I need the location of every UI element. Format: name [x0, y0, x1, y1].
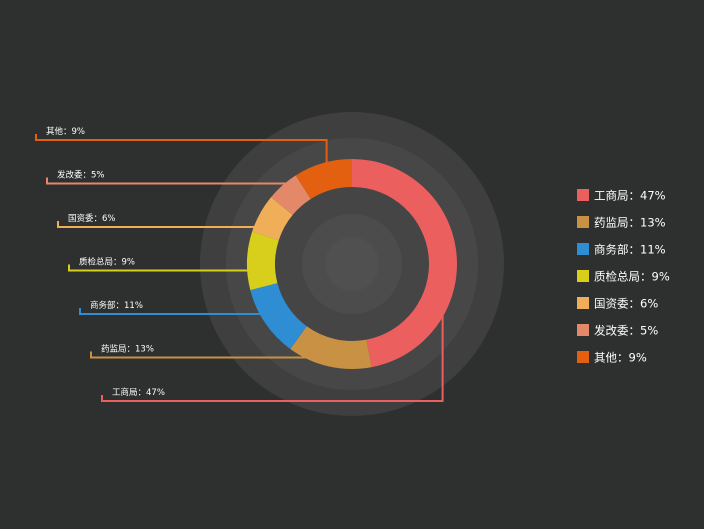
legend-swatch-6 — [577, 324, 589, 336]
center-core — [325, 237, 379, 291]
legend-label-6: 发改委：5% — [594, 324, 658, 338]
slice-5 — [252, 197, 293, 241]
callout-label-1: 工商局：47% — [112, 387, 165, 398]
leader-line-1 — [101, 255, 444, 402]
legend-swatch-7 — [577, 351, 589, 363]
background-rings — [200, 112, 504, 416]
leader-line-2 — [90, 351, 334, 359]
leader-line-6 — [46, 177, 293, 196]
legend-swatch-1 — [577, 189, 589, 201]
legend-label-5: 国资委：6% — [594, 297, 658, 311]
leader-line-5 — [57, 220, 274, 228]
callout-label-7: 其他：9% — [46, 126, 85, 137]
legend-swatch-2 — [577, 216, 589, 228]
legend: 工商局：47% 药监局：13% 商务部：11% 质检总局：9% 国资委：6% 发改委：5%… — [577, 189, 670, 365]
slice-7 — [295, 159, 352, 199]
callouts-group: 其他：9% 发改委：5% 国资委：6% 质检总局：9% 商务部：11% 药监局：13% 工商… — [35, 126, 444, 402]
callout-label-6: 发改委：5% — [57, 170, 105, 181]
legend-label-4: 质检总局：9% — [594, 270, 670, 284]
legend-label-3: 商务部：11% — [594, 243, 666, 257]
leader-line-4 — [68, 261, 263, 272]
slice-1 — [352, 158, 458, 368]
leader-line-3 — [79, 308, 278, 316]
callout-label-4: 质检总局：9% — [79, 257, 135, 268]
slice-3 — [250, 283, 307, 349]
callout-label-2: 药监局：13% — [101, 344, 154, 355]
legend-swatch-4 — [577, 270, 589, 282]
legend-label-1: 工商局：47% — [594, 189, 666, 203]
legend-swatch-5 — [577, 297, 589, 309]
leader-line-7 — [35, 134, 328, 177]
slice-4 — [247, 231, 279, 291]
callout-label-3: 商务部：11% — [90, 300, 143, 311]
callout-label-5: 国资委：6% — [68, 213, 116, 224]
legend-swatch-3 — [577, 243, 589, 255]
legend-label-2: 药监局：13% — [594, 216, 666, 230]
legend-label-7: 其他：9% — [594, 351, 647, 365]
